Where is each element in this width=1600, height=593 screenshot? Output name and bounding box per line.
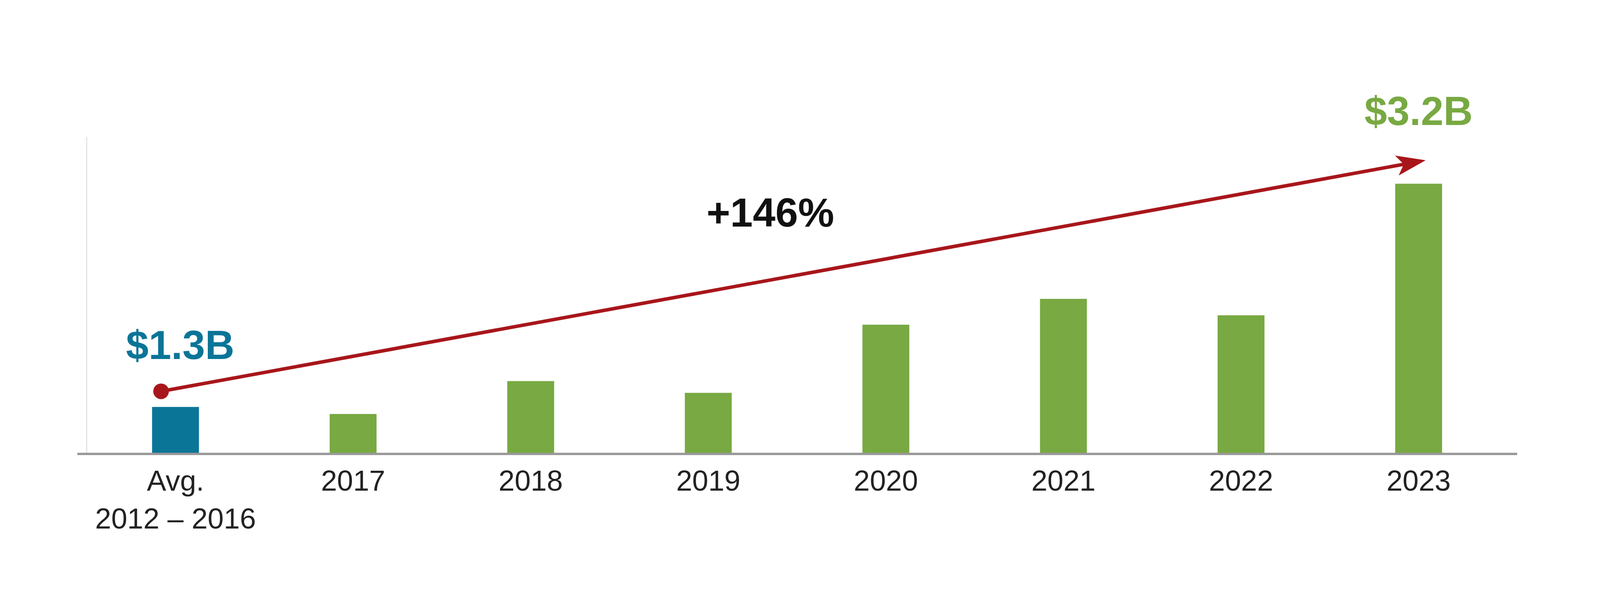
data-label: $1.3B — [126, 322, 235, 368]
x-tick-label: Avg. 2012 – 2016 — [95, 464, 257, 535]
x-tick-label-line: 2020 — [853, 464, 919, 497]
bar — [1395, 183, 1443, 454]
x-tick-label-line: 2012 – 2016 — [95, 502, 257, 535]
y-axis-line — [86, 136, 88, 454]
chart: Avg. 2012 – 2016 2017 2018 2019 2020 2021 2022 2… — [0, 0, 1600, 593]
x-tick-label: 2017 — [321, 464, 386, 497]
x-tick-label-line: 2017 — [321, 464, 386, 497]
annotation: +146% — [706, 189, 835, 236]
x-tick-label-line: 2023 — [1386, 464, 1451, 497]
bar — [329, 414, 377, 454]
bar — [684, 392, 732, 454]
bar — [1039, 298, 1087, 454]
x-tick-label-line: 2021 — [1031, 464, 1096, 497]
x-axis-line — [77, 452, 1518, 456]
bar — [1217, 315, 1265, 454]
bar — [862, 324, 910, 454]
x-tick-label: 2023 — [1386, 464, 1451, 497]
data-label: $3.2B — [1364, 88, 1474, 134]
x-tick-label-line: 2022 — [1208, 464, 1274, 497]
bar — [507, 381, 555, 454]
x-tick-label: 2022 — [1208, 464, 1274, 497]
arrow-line — [160, 164, 1405, 392]
x-tick-label-line: 2018 — [498, 464, 563, 497]
x-tick-label-line: Avg. — [146, 464, 205, 497]
bars — [151, 183, 1442, 454]
x-tick-label: 2021 — [1031, 464, 1096, 497]
x-tick-label: 2020 — [853, 464, 919, 497]
arrow-start-dot — [153, 383, 169, 400]
arrow-head — [1394, 155, 1426, 176]
bar — [151, 407, 199, 454]
x-tick-label: 2019 — [676, 464, 741, 497]
x-tick-label: 2018 — [498, 464, 563, 497]
x-tick-label-line: 2019 — [676, 464, 741, 497]
